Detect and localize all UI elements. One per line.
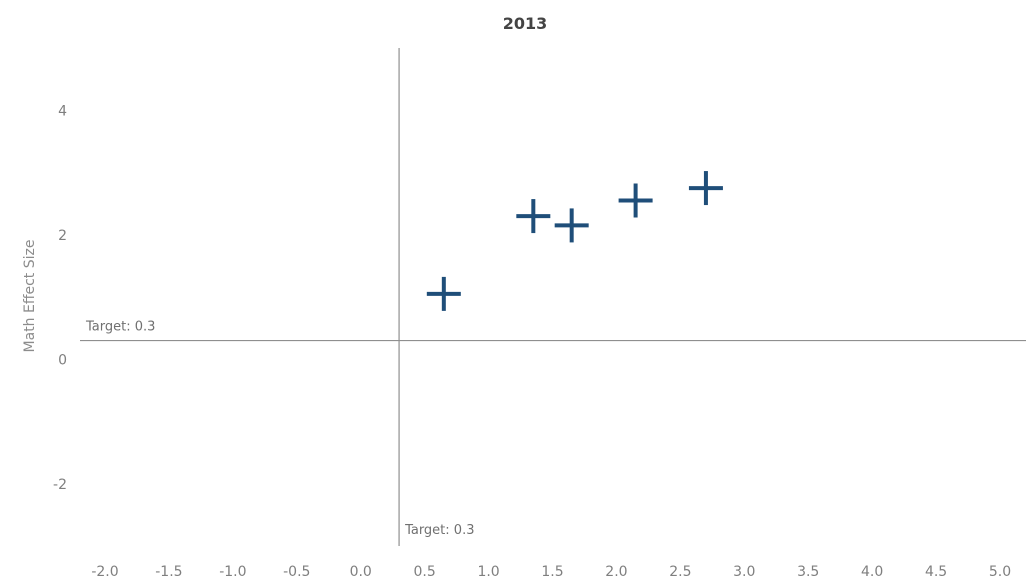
y-tick-label: 2	[58, 228, 67, 244]
data-point	[688, 171, 723, 206]
x-axis-ticks: -2.0 -1.5 -1.0 -0.5 0.0 0.5 1.0 1.5 2.0 2.5 3.0 3.5…	[91, 564, 1011, 580]
x-tick-label: -0.5	[283, 564, 310, 580]
x-tick-label: -1.0	[219, 564, 246, 580]
reference-line-y-label: Target: 0.3	[85, 320, 155, 335]
chart-title: 2013	[503, 14, 548, 33]
data-point	[426, 276, 461, 311]
y-tick-label: 4	[58, 103, 67, 119]
x-tick-label: 5.0	[989, 564, 1011, 580]
data-points	[426, 171, 723, 311]
x-tick-label: 3.0	[733, 564, 755, 580]
y-tick-label: -2	[53, 477, 67, 493]
x-tick-label: 3.5	[797, 564, 819, 580]
y-axis-title: Math Effect Size	[22, 240, 38, 353]
x-tick-label: 4.5	[925, 564, 947, 580]
y-axis-ticks: 4 2 0 -2	[53, 103, 67, 493]
reference-line-x-label: Target: 0.3	[404, 523, 474, 538]
x-tick-label: 4.0	[861, 564, 883, 580]
x-tick-label: 1.5	[541, 564, 563, 580]
x-tick-label: 2.0	[605, 564, 627, 580]
x-tick-label: 2.5	[669, 564, 691, 580]
x-tick-label: 0.0	[350, 564, 372, 580]
x-tick-label: -1.5	[155, 564, 182, 580]
data-point	[554, 208, 589, 243]
y-tick-label: 0	[58, 352, 67, 368]
reference-lines: Target: 0.3 Target: 0.3	[80, 48, 1026, 546]
data-point	[516, 199, 551, 234]
x-tick-label: -2.0	[91, 564, 118, 580]
x-tick-label: 1.0	[477, 564, 499, 580]
x-tick-label: 0.5	[414, 564, 436, 580]
data-point	[618, 183, 653, 218]
